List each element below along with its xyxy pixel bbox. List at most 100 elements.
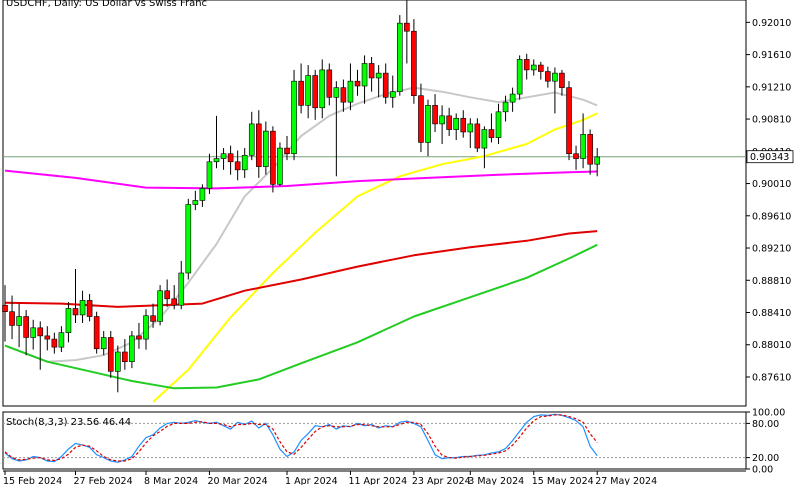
bearish-candle xyxy=(418,95,424,143)
bullish-candle xyxy=(580,134,586,159)
bullish-candle xyxy=(115,351,121,372)
bearish-candle xyxy=(474,123,481,149)
bearish-candle xyxy=(382,72,389,98)
bullish-candle xyxy=(178,272,185,306)
bearish-candle xyxy=(122,351,128,362)
moving-average-line xyxy=(4,169,598,190)
bearish-candle xyxy=(270,130,276,185)
bearish-candle xyxy=(164,290,170,300)
time-tick-label: 15 May 2024 xyxy=(532,476,594,485)
bullish-candle xyxy=(206,161,213,189)
price-panel xyxy=(2,0,747,407)
bearish-candle xyxy=(460,117,467,133)
moving-average-line xyxy=(4,86,598,363)
moving-average-line xyxy=(4,243,598,390)
bullish-candle xyxy=(157,290,163,322)
bearish-candle xyxy=(559,72,565,88)
bearish-candle xyxy=(72,308,79,316)
bullish-candle xyxy=(509,93,516,103)
bearish-candle xyxy=(51,338,58,348)
bullish-candle xyxy=(530,64,537,71)
bullish-candle xyxy=(467,123,474,133)
bullish-candle xyxy=(495,111,502,138)
price-tick-label: 0.91210 xyxy=(752,82,791,93)
bearish-candle xyxy=(488,129,495,138)
stochastic-signal-line xyxy=(4,414,598,462)
price-tick-label: 0.92010 xyxy=(752,18,791,29)
price-tick-label: 0.89210 xyxy=(752,244,791,255)
bullish-candle xyxy=(389,91,396,98)
bullish-candle xyxy=(347,80,354,103)
bearish-candle xyxy=(234,161,241,171)
bearish-candle xyxy=(136,335,142,340)
time-tick-label: 1 Apr 2024 xyxy=(285,476,338,485)
stochastic-main-line xyxy=(4,413,598,463)
time-tick-label: 27 Feb 2024 xyxy=(74,476,133,485)
bullish-candle xyxy=(199,188,206,201)
time-tick-label: 27 May 2024 xyxy=(595,476,657,485)
bearish-candle xyxy=(284,147,290,155)
bullish-candle xyxy=(220,153,227,159)
price-tick-label: 0.90810 xyxy=(752,115,791,126)
bearish-candle xyxy=(86,300,93,317)
price-tick-label: 0.88410 xyxy=(752,308,791,319)
bullish-candle xyxy=(263,130,269,167)
bearish-candle xyxy=(312,75,319,109)
moving-average-layer xyxy=(4,86,598,403)
bullish-candle xyxy=(396,22,403,92)
stochastic-label: Stoch(8,3,3) 23.56 46.44 xyxy=(6,417,131,428)
price-panel-frame xyxy=(2,0,747,407)
bullish-candle xyxy=(213,158,220,163)
bullish-candle xyxy=(481,129,488,149)
bullish-candle xyxy=(453,117,460,130)
bullish-candle xyxy=(552,72,558,82)
bullish-candle xyxy=(594,156,601,165)
stochastic-tick-label: 80.00 xyxy=(752,419,779,430)
bearish-candle xyxy=(93,316,100,350)
bearish-candle xyxy=(227,153,234,163)
current-price-label: 0.90343 xyxy=(750,152,789,163)
time-tick-label: 23 Apr 2024 xyxy=(412,476,471,485)
stochastic-frame xyxy=(2,411,747,470)
time-axis: 15 Feb 2024 27 Feb 2024 8 Mar 2024 20 Mar 2… xyxy=(3,470,746,485)
bullish-candle xyxy=(79,300,86,316)
bearish-candle xyxy=(432,105,438,125)
bearish-candle xyxy=(404,22,410,32)
bullish-candle xyxy=(185,204,192,274)
current-price-box xyxy=(746,150,794,164)
moving-average-line xyxy=(152,112,598,403)
bearish-candle xyxy=(446,115,452,130)
bearish-candle xyxy=(326,69,333,98)
bullish-candle xyxy=(277,147,283,185)
bullish-candle xyxy=(361,63,368,87)
bearish-candle xyxy=(171,298,177,306)
bullish-candle xyxy=(333,87,340,98)
stochastic-tick-label: 20.00 xyxy=(752,453,779,464)
bearish-candle xyxy=(573,153,579,159)
bullish-candle xyxy=(129,335,135,362)
bullish-candle xyxy=(248,123,255,156)
chart-title: USDCHF, Daily: US Dollar vs Swiss Franc xyxy=(6,0,207,9)
price-tick-label: 0.90010 xyxy=(752,179,791,190)
bullish-candle xyxy=(375,72,382,79)
time-tick-label: 8 Mar 2024 xyxy=(144,476,198,485)
bullish-candle xyxy=(58,332,65,348)
moving-average-line xyxy=(4,230,598,308)
bearish-candle xyxy=(107,337,114,372)
bullish-candle xyxy=(241,155,248,171)
price-tick-label: 0.87610 xyxy=(752,372,791,383)
bearish-candle xyxy=(354,80,361,87)
stochastic-tick-label: 100.00 xyxy=(752,408,785,419)
time-tick-label: 3 May 2024 xyxy=(468,476,524,485)
time-tick-label: 20 Mar 2024 xyxy=(207,476,267,485)
price-tick-label: 0.88810 xyxy=(752,276,791,287)
bullish-candle xyxy=(30,327,37,338)
bullish-candle xyxy=(192,200,199,205)
bearish-candle xyxy=(545,71,551,82)
time-tick-label: 11 Apr 2024 xyxy=(348,476,407,485)
bearish-candle xyxy=(411,30,417,96)
bullish-candle xyxy=(502,101,509,113)
bearish-candle xyxy=(9,311,15,326)
